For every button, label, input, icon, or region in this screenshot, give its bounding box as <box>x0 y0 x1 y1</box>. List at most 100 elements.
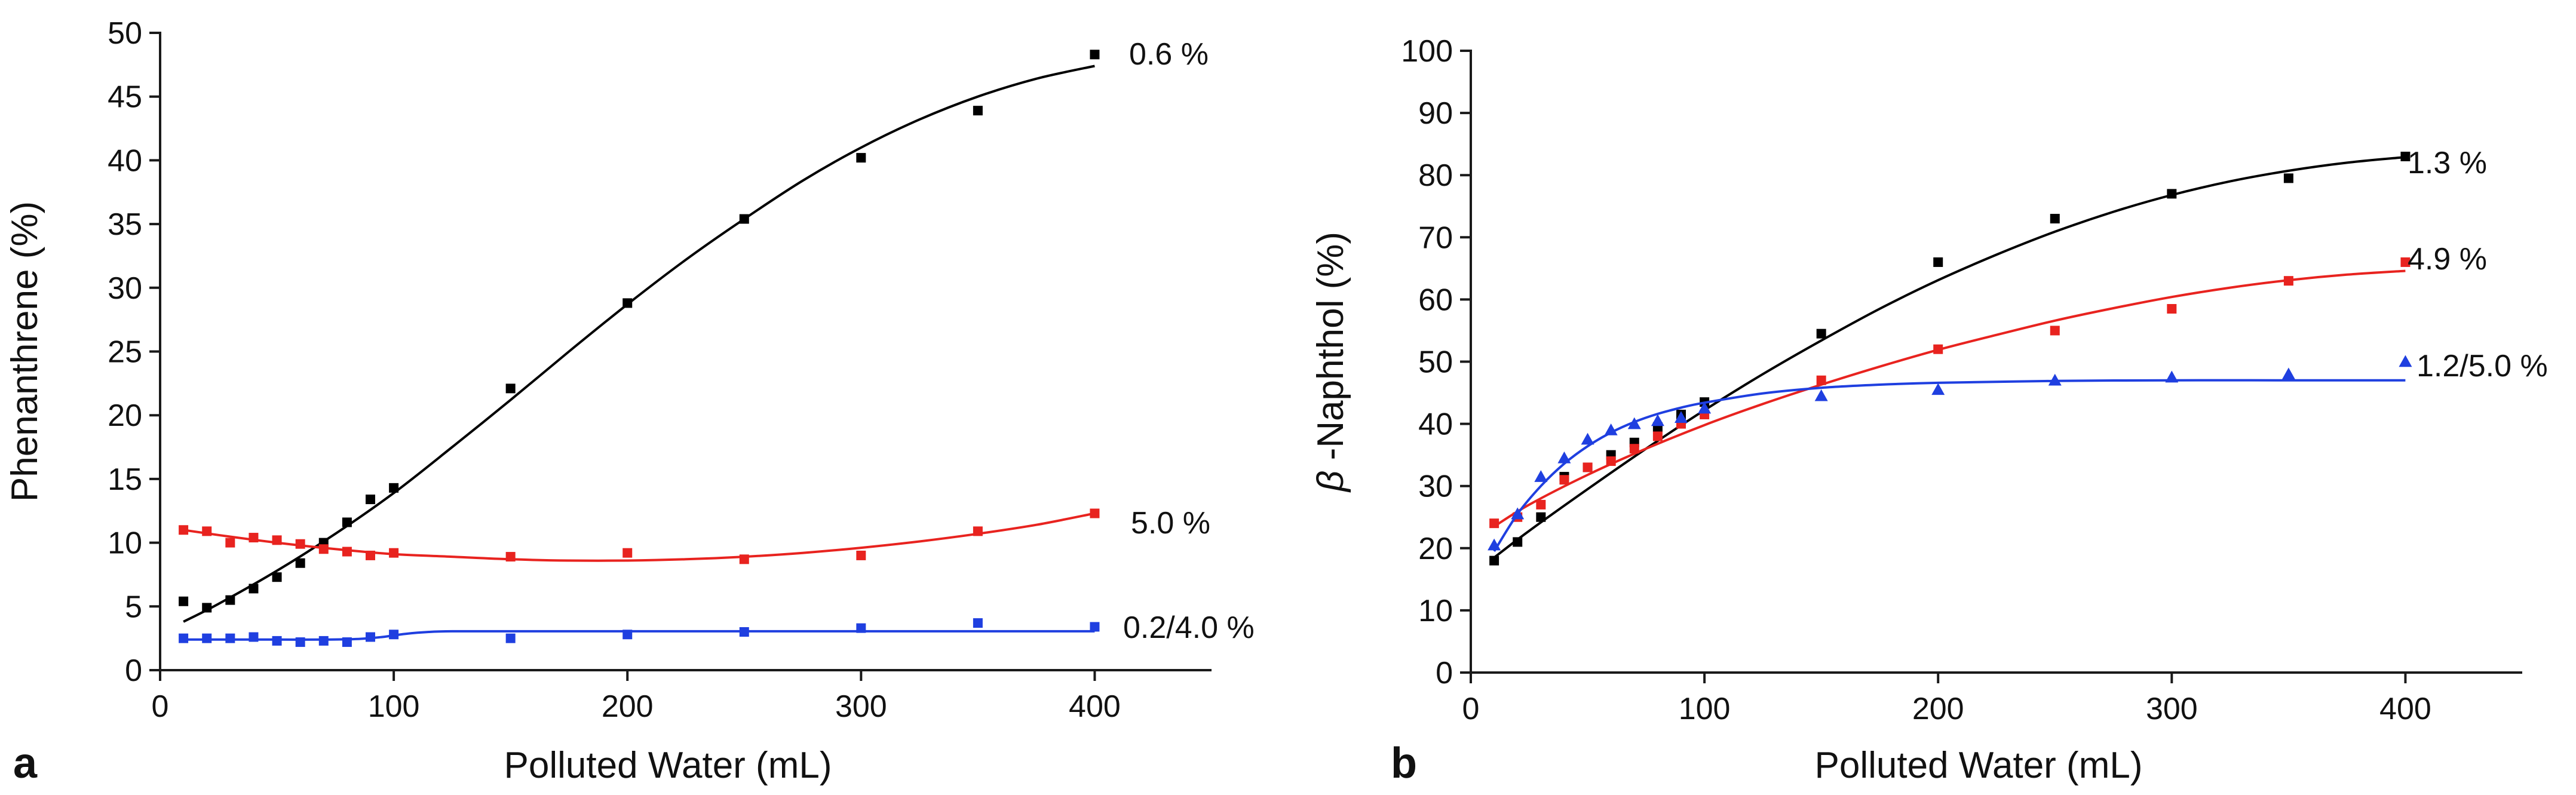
x-tick-label: 200 <box>602 689 654 724</box>
y-tick-label: 5 <box>125 590 142 624</box>
x-tick-label: 400 <box>1069 689 1121 724</box>
y-tick-label: 45 <box>108 80 142 115</box>
data-point-square <box>2283 173 2293 183</box>
y-tick-label: 50 <box>108 16 142 51</box>
data-point-square <box>505 633 516 643</box>
y-tick-label: 40 <box>108 143 142 178</box>
y-tick-label: 10 <box>108 526 142 561</box>
fit-curve-2 <box>1494 269 2406 528</box>
series-label-2: 5.0 % <box>1131 506 1210 541</box>
data-point-square <box>366 550 375 560</box>
series-label-1: 1.3 % <box>2408 146 2487 180</box>
x-tick-label: 0 <box>152 689 169 724</box>
data-point-square <box>295 637 305 647</box>
data-point-triangle <box>1511 507 1525 520</box>
data-point-square <box>202 633 212 643</box>
y-tick-label: 70 <box>1418 220 1453 255</box>
data-point-square <box>179 525 189 535</box>
x-tick-label: 0 <box>1462 692 1480 726</box>
data-point-square <box>389 630 399 640</box>
data-point-square <box>1816 329 1826 339</box>
data-point-triangle <box>1581 432 1594 445</box>
data-point-square <box>973 526 983 536</box>
data-point-square <box>505 383 516 394</box>
data-point-square <box>179 633 189 643</box>
data-point-square <box>225 595 235 605</box>
data-point-triangle <box>2165 370 2179 383</box>
data-point-triangle <box>1604 423 1618 435</box>
data-point-square <box>856 550 866 560</box>
y-tick-label: 0 <box>125 653 142 688</box>
data-point-square <box>739 214 749 224</box>
data-point-triangle <box>2048 373 2062 386</box>
x-tick-label: 400 <box>2379 692 2431 726</box>
y-axis-title: β -Naphthol (%) <box>1310 232 1351 493</box>
data-point-square <box>2400 151 2411 161</box>
data-point-square <box>856 153 866 163</box>
y-axis-title: Phenanthrene (%) <box>4 201 45 502</box>
y-tick-label: 30 <box>1418 469 1453 504</box>
data-point-square <box>179 596 189 606</box>
data-point-square <box>622 548 633 558</box>
data-point-square <box>202 603 212 613</box>
data-point-square <box>2283 276 2293 286</box>
data-point-square <box>1090 508 1100 518</box>
x-axis-title: Polluted Water (mL) <box>1815 745 2143 786</box>
y-tick-label: 10 <box>1418 594 1453 628</box>
data-point-square <box>1583 462 1593 472</box>
fit-curve-1 <box>1493 156 2406 558</box>
data-point-square <box>272 535 282 545</box>
data-point-square <box>1536 512 1546 522</box>
data-point-square <box>342 547 352 557</box>
data-point-square <box>272 572 282 582</box>
data-point-square <box>1513 537 1523 547</box>
data-point-square <box>739 627 749 637</box>
y-tick-label: 30 <box>108 271 142 306</box>
y-axis-title-text: -Naphthol (%) <box>1310 232 1351 471</box>
panel-letter: b <box>1391 739 1417 787</box>
y-tick-label: 25 <box>108 335 142 370</box>
data-point-triangle <box>1627 417 1641 429</box>
data-point-triangle <box>1814 389 1828 401</box>
data-point-square <box>622 630 633 640</box>
data-point-square <box>505 552 516 562</box>
y-tick-label: 20 <box>1418 532 1453 566</box>
data-point-triangle <box>1931 383 1945 395</box>
data-point-triangle <box>1557 451 1571 464</box>
data-point-square <box>366 632 375 642</box>
data-point-square <box>1933 257 1943 267</box>
x-tick-label: 200 <box>1912 692 1964 726</box>
panel-a-chart: 0 5 10 15 20 25 30 35 40 45 50 0 100 200 300 400 Pollute… <box>4 16 1255 787</box>
panel-letter: a <box>13 739 38 787</box>
data-point-square <box>739 554 749 564</box>
x-tick-label: 300 <box>2146 692 2198 726</box>
data-point-square <box>249 533 259 543</box>
y-tick-label: 35 <box>108 207 142 242</box>
data-point-square <box>2050 326 2060 336</box>
data-point-square <box>342 517 352 527</box>
data-point-square <box>389 483 399 493</box>
data-point-square <box>202 526 212 536</box>
data-point-square <box>225 538 235 548</box>
y-tick-label: 80 <box>1418 158 1453 193</box>
data-point-square <box>1816 375 1826 385</box>
fit-curve-3 <box>183 630 1095 641</box>
data-point-square <box>1090 50 1100 60</box>
data-point-triangle <box>1534 470 1548 482</box>
data-point-square <box>272 636 282 646</box>
y-tick-label: 50 <box>1418 345 1453 380</box>
data-point-square <box>342 637 352 647</box>
data-point-square <box>2050 214 2060 224</box>
x-tick-label: 100 <box>1679 692 1731 726</box>
panel-b-chart: 0 10 20 30 40 50 60 70 80 90 100 0 100 200 300 400 Pollu… <box>1310 34 2548 787</box>
data-point-square <box>1489 518 1499 529</box>
data-point-square <box>1933 344 1943 354</box>
data-point-square <box>622 298 633 308</box>
y-tick-label: 20 <box>108 398 142 433</box>
series-label-1: 0.6 % <box>1129 37 1209 72</box>
series-label-3: 0.2/4.0 % <box>1123 610 1255 645</box>
x-axis-title: Polluted Water (mL) <box>504 745 832 786</box>
y-axis-title-symbol: β <box>1310 471 1351 493</box>
data-point-square <box>1489 555 1499 566</box>
